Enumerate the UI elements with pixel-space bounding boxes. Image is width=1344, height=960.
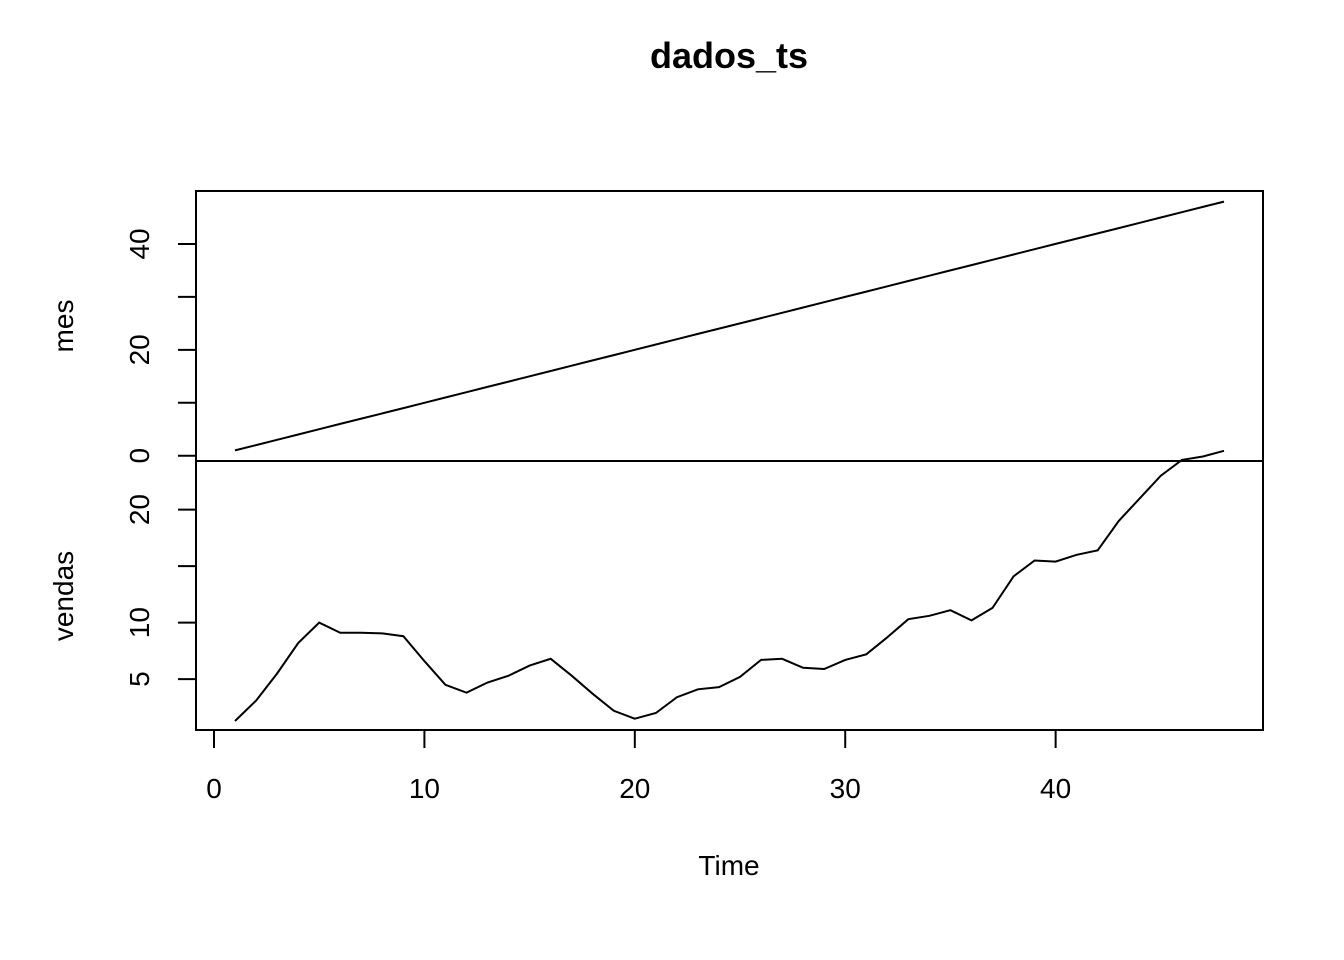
x-tick-label-1: 10 [409,773,440,804]
y-tick-label-1-1: 10 [124,607,155,638]
y-tick-label-1-3: 20 [124,494,155,525]
x-tick-label-3: 30 [830,773,861,804]
panel-vendas-frame [195,460,1264,731]
x-ticks: 0 10 20 30 40 [206,730,1071,804]
y-tick-label-0-0: 0 [124,448,155,464]
panel-mes-y-ticks: 0 20 40 [124,228,196,463]
chart-title: dados_ts [650,35,808,76]
panel-vendas: vendas 5 10 20 [48,449,1264,731]
panel-mes: mes 0 20 40 [48,190,1264,463]
x-tick-label-4: 40 [1040,773,1071,804]
x-axis: 0 10 20 30 40 [206,729,1071,804]
panel-vendas-ylabel: vendas [48,551,79,641]
x-tick-label-2: 20 [619,773,650,804]
x-tick-label-0: 0 [206,773,222,804]
panel-vendas-y-ticks: 5 10 20 [124,494,196,687]
y-tick-label-0-4: 40 [124,228,155,259]
y-tick-label-0-2: 20 [124,334,155,365]
series-line-mes [234,200,1225,452]
y-tick-label-1-0: 5 [124,671,155,687]
x-axis-label: Time [698,850,759,881]
panel-mes-ylabel: mes [48,300,79,353]
series-line-vendas [234,449,1225,722]
